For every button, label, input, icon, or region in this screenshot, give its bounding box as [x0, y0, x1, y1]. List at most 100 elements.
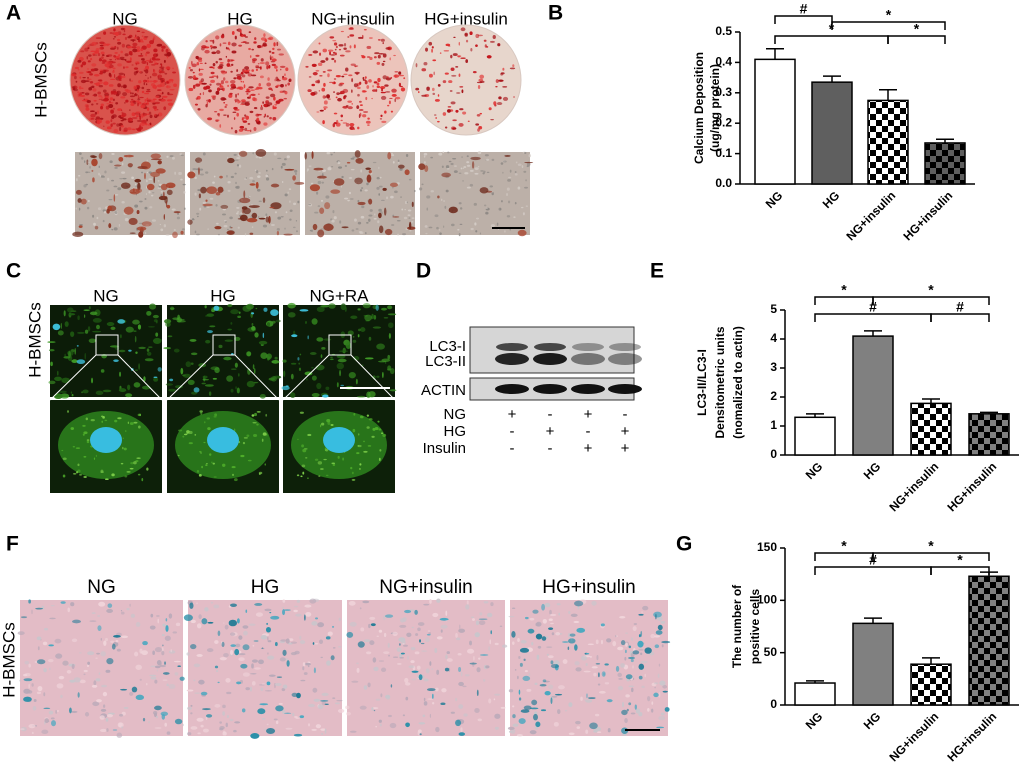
texture-spot	[333, 112, 338, 115]
texture-spot	[120, 688, 128, 691]
texture-spot	[300, 475, 303, 478]
texture-spot	[359, 467, 361, 471]
texture-spot	[142, 80, 146, 82]
texture-spot	[351, 471, 354, 475]
texture-spot	[596, 655, 599, 661]
texture-spot	[568, 732, 575, 736]
texture-spot	[161, 713, 166, 720]
texture-spot	[378, 52, 384, 55]
texture-spot	[100, 105, 104, 110]
texture-spot	[120, 119, 124, 122]
texture-spot	[209, 45, 213, 48]
significance-bracket	[872, 296, 990, 305]
texture-spot	[120, 609, 123, 612]
texture-spot	[74, 347, 77, 355]
texture-spot	[496, 222, 499, 226]
texture-spot	[477, 85, 481, 90]
texture-spot	[423, 603, 430, 606]
texture-spot	[524, 152, 527, 154]
texture-spot	[199, 450, 202, 453]
texture-spot	[229, 59, 234, 62]
texture-spot	[373, 81, 378, 84]
texture-spot	[194, 192, 197, 196]
x-tick-label: HG	[820, 188, 843, 211]
texture-spot	[514, 201, 517, 205]
texture-spot	[279, 65, 286, 68]
texture-spot	[350, 315, 358, 320]
texture-spot	[298, 367, 302, 371]
texture-spot	[398, 74, 404, 77]
texture-spot	[214, 703, 221, 708]
texture-spot	[493, 698, 496, 701]
texture-spot	[598, 690, 606, 694]
texture-spot	[215, 222, 219, 225]
texture-spot	[94, 225, 99, 230]
band-label: LC3-I	[429, 338, 466, 355]
texture-spot	[282, 609, 286, 616]
texture-spot	[140, 171, 144, 174]
texture-spot	[141, 35, 144, 38]
texture-spot	[150, 158, 162, 161]
texture-spot	[236, 157, 241, 159]
texture-spot	[180, 367, 184, 375]
texture-spot	[223, 622, 225, 624]
texture-spot	[325, 474, 329, 477]
texture-spot	[129, 467, 134, 470]
texture-spot	[529, 617, 535, 621]
texture-spot	[476, 689, 479, 697]
texture-spot	[337, 708, 345, 713]
texture-spot	[257, 93, 260, 96]
texture-spot	[84, 352, 87, 360]
texture-spot	[445, 189, 449, 193]
texture-spot	[84, 80, 90, 82]
texture-spot	[231, 31, 235, 35]
texture-spot	[43, 707, 51, 710]
texture-spot	[183, 207, 186, 210]
texture-spot	[474, 167, 479, 171]
texture-spot	[307, 89, 312, 93]
texture-spot	[317, 62, 323, 67]
texture-spot	[445, 654, 448, 660]
texture-spot	[49, 667, 51, 671]
texture-spot	[458, 667, 462, 672]
texture-spot	[365, 120, 371, 124]
texture-spot	[135, 62, 138, 66]
texture-spot	[594, 713, 600, 717]
texture-spot	[475, 33, 480, 39]
texture-spot	[81, 61, 87, 66]
texture-spot	[366, 426, 370, 429]
texture-spot	[460, 167, 463, 170]
texture-spot	[173, 660, 181, 663]
texture-spot	[321, 87, 326, 92]
texture-spot	[146, 62, 149, 66]
texture-spot	[168, 650, 176, 654]
texture-spot	[61, 377, 71, 384]
texture-spot	[459, 223, 463, 225]
texture-spot	[78, 207, 81, 211]
texture-spot	[520, 709, 530, 713]
texture-spot	[452, 53, 458, 56]
texture-spot	[374, 426, 379, 431]
texture-spot	[245, 177, 247, 179]
texture-spot	[182, 435, 185, 438]
texture-spot	[631, 687, 634, 693]
texture-spot	[553, 721, 559, 727]
texture-spot	[446, 658, 453, 662]
texture-spot	[230, 644, 237, 647]
texture-spot	[404, 682, 411, 686]
texture-spot	[384, 228, 393, 236]
texture-spot	[227, 181, 231, 184]
condition-sign: -	[586, 423, 591, 440]
texture-spot	[250, 686, 252, 692]
texture-spot	[363, 111, 369, 113]
texture-spot	[387, 305, 393, 310]
texture-spot	[485, 158, 490, 161]
texture-spot	[156, 53, 159, 57]
texture-spot	[68, 351, 71, 358]
texture-spot	[161, 91, 164, 95]
texture-spot	[92, 177, 95, 183]
texture-spot	[569, 633, 576, 637]
texture-spot	[654, 644, 660, 649]
texture-spot	[354, 150, 361, 158]
texture-spot	[326, 660, 331, 666]
